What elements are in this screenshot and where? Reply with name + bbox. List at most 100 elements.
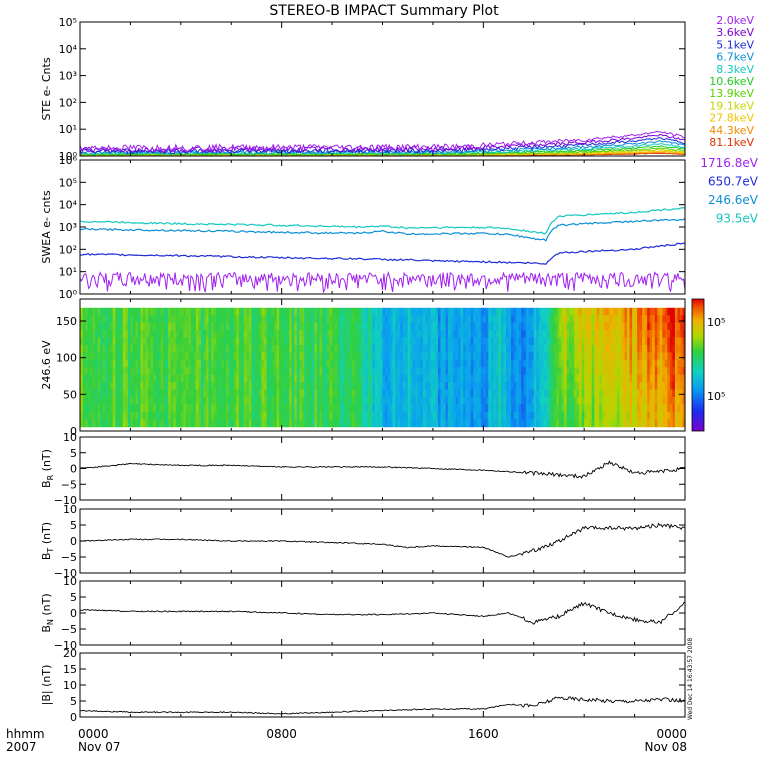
pad-heatmap-cell bbox=[329, 389, 333, 398]
pad-heatmap-cell bbox=[347, 411, 351, 420]
pad-heatmap-cell bbox=[485, 359, 489, 368]
pad-heatmap-cell bbox=[667, 419, 671, 428]
pad-heatmap-cell bbox=[412, 367, 416, 376]
bmag-ytick-label: 0 bbox=[70, 711, 77, 724]
pad-heatmap-cell bbox=[561, 374, 565, 383]
pad-heatmap-cell bbox=[574, 411, 578, 420]
pad-heatmap-cell bbox=[115, 307, 119, 316]
pad-heatmap-cell bbox=[478, 374, 482, 383]
pad-heatmap-cell bbox=[581, 330, 585, 339]
pad-heatmap-cell bbox=[143, 396, 147, 405]
pad-heatmap-cell bbox=[649, 344, 653, 353]
pad-heatmap-cell bbox=[518, 367, 522, 376]
pad-heatmap-cell bbox=[153, 411, 157, 420]
pad-heatmap-cell bbox=[475, 419, 479, 428]
pad-heatmap-cell bbox=[682, 330, 685, 339]
pad-heatmap-cell bbox=[619, 330, 623, 339]
pad-heatmap-cell bbox=[130, 352, 134, 361]
pad-heatmap-cell bbox=[541, 337, 545, 346]
pad-heatmap-cell bbox=[586, 374, 590, 383]
pad-heatmap-cell bbox=[508, 330, 512, 339]
pad-heatmap-cell bbox=[566, 344, 570, 353]
pad-heatmap-cell bbox=[453, 352, 457, 361]
pad-heatmap-cell bbox=[553, 322, 558, 331]
pad-heatmap-cell bbox=[185, 307, 189, 316]
pad-heatmap-cell bbox=[226, 382, 230, 391]
pad-heatmap-cell bbox=[107, 367, 111, 376]
pad-heatmap-cell bbox=[175, 389, 179, 398]
pad-heatmap-cell bbox=[543, 382, 547, 391]
pad-heatmap-cell bbox=[591, 396, 595, 405]
pad-heatmap-cell bbox=[647, 404, 651, 413]
pad-heatmap-cell bbox=[208, 411, 212, 420]
pad-heatmap-cell bbox=[417, 419, 421, 428]
pad-heatmap-cell bbox=[132, 337, 137, 346]
pad-heatmap-cell bbox=[536, 322, 540, 331]
pad-heatmap-cell bbox=[291, 307, 295, 316]
pad-heatmap-cell bbox=[480, 419, 484, 428]
pad-heatmap-cell bbox=[233, 411, 237, 420]
pad-heatmap-cell bbox=[213, 359, 217, 368]
pad-heatmap-cell bbox=[637, 307, 641, 316]
pad-heatmap-cell bbox=[473, 411, 477, 420]
pad-heatmap-cell bbox=[216, 419, 220, 428]
pad-heatmap-cell bbox=[569, 419, 573, 428]
pad-heatmap-cell bbox=[599, 352, 603, 361]
pad-heatmap-cell bbox=[367, 382, 371, 391]
pad-heatmap-cell bbox=[296, 315, 300, 324]
pad-heatmap-cell bbox=[480, 382, 484, 391]
pad-heatmap-cell bbox=[478, 389, 482, 398]
pad-heatmap-cell bbox=[281, 352, 285, 361]
pad-heatmap-cell bbox=[385, 337, 389, 346]
pad-heatmap-cell bbox=[634, 307, 638, 316]
pad-heatmap-cell bbox=[97, 315, 101, 324]
pad-heatmap-cell bbox=[611, 419, 616, 428]
pad-heatmap-cell bbox=[596, 382, 600, 391]
pad-heatmap-cell bbox=[488, 322, 492, 331]
pad-heatmap-cell bbox=[97, 404, 101, 413]
pad-heatmap-cell bbox=[493, 352, 497, 361]
pad-heatmap-cell bbox=[432, 374, 437, 383]
pad-heatmap-cell bbox=[498, 382, 502, 391]
pad-heatmap-cell bbox=[463, 411, 467, 420]
pad-heatmap-cell bbox=[276, 374, 280, 383]
pad-heatmap-cell bbox=[516, 382, 520, 391]
pad-heatmap-cell bbox=[448, 359, 452, 368]
pad-heatmap-cell bbox=[145, 404, 149, 413]
pad-heatmap-cell bbox=[299, 307, 303, 316]
pad-heatmap-cell bbox=[483, 322, 487, 331]
pad-heatmap-cell bbox=[125, 419, 129, 428]
pad-heatmap-cell bbox=[382, 419, 386, 428]
pad-heatmap-cell bbox=[634, 352, 638, 361]
pad-heatmap-cell bbox=[231, 404, 235, 413]
pad-heatmap-cell bbox=[551, 344, 555, 353]
pad-heatmap-cell bbox=[485, 389, 489, 398]
pad-heatmap-cell bbox=[473, 404, 477, 413]
pad-heatmap-cell bbox=[100, 330, 104, 339]
pad-heatmap-cell bbox=[306, 396, 310, 405]
pad-heatmap-cell bbox=[228, 352, 232, 361]
pad-heatmap-cell bbox=[163, 352, 167, 361]
pad-heatmap-cell bbox=[248, 382, 253, 391]
pad-heatmap-cell bbox=[168, 411, 172, 420]
pad-heatmap-cell bbox=[248, 396, 253, 405]
pad-heatmap-cell bbox=[188, 330, 192, 339]
pad-heatmap-cell bbox=[427, 382, 431, 391]
pad-heatmap-cell bbox=[291, 367, 295, 376]
pad-heatmap-cell bbox=[193, 307, 197, 316]
pad-heatmap-cell bbox=[538, 322, 542, 331]
pad-heatmap-cell bbox=[377, 374, 381, 383]
pad-heatmap-cell bbox=[548, 307, 552, 316]
pad-heatmap-cell bbox=[284, 382, 288, 391]
pad-heatmap-cell bbox=[443, 344, 447, 353]
pad-heatmap-cell bbox=[682, 344, 685, 353]
pad-heatmap-cell bbox=[432, 337, 437, 346]
pad-heatmap-cell bbox=[627, 307, 631, 316]
pad-heatmap-cell bbox=[140, 337, 144, 346]
pad-heatmap-cell bbox=[589, 344, 593, 353]
pad-heatmap-cell bbox=[329, 382, 333, 391]
pad-heatmap-cell bbox=[662, 374, 666, 383]
pad-heatmap-cell bbox=[211, 344, 215, 353]
pad-heatmap-cell bbox=[120, 404, 124, 413]
pad-heatmap-cell bbox=[468, 396, 472, 405]
